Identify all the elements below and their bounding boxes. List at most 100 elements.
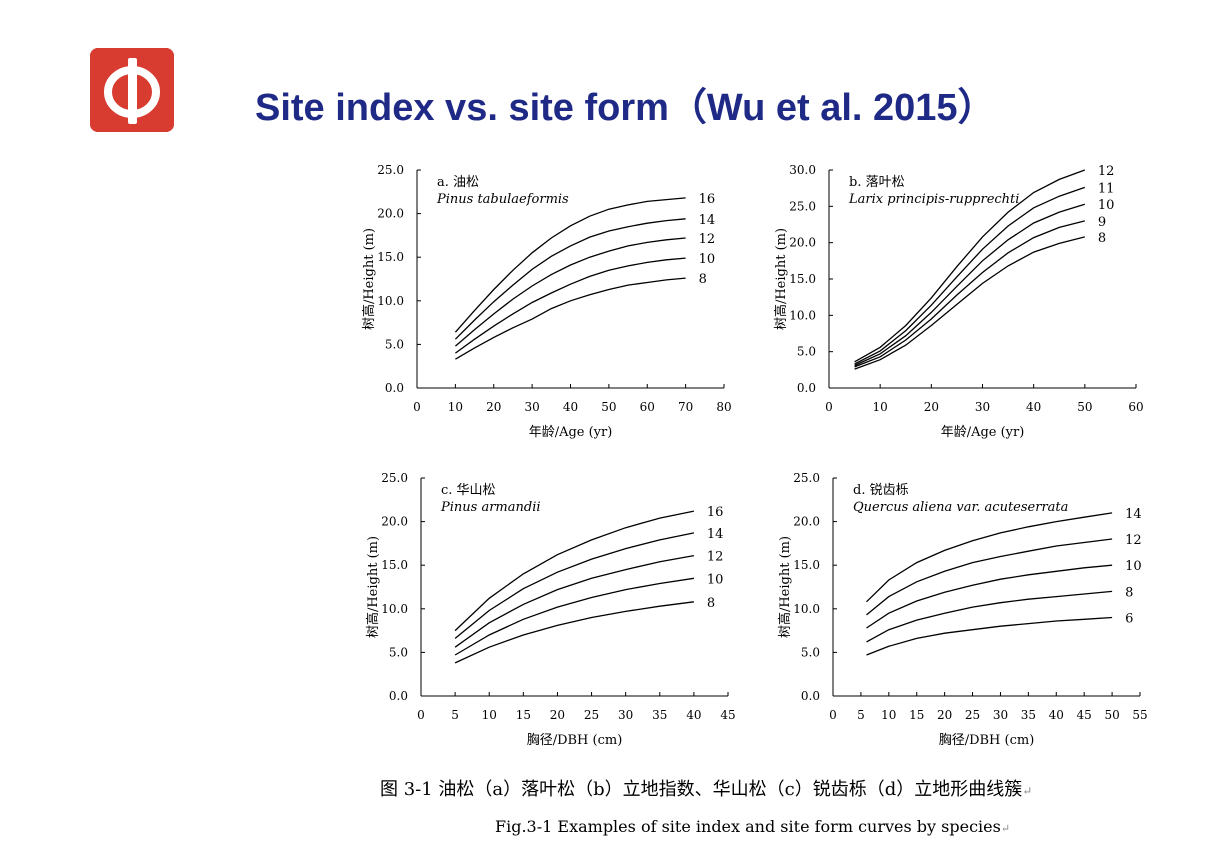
series-line-10 <box>455 257 686 354</box>
x-tick-label: 60 <box>640 400 655 414</box>
y-tick-label: 25.0 <box>377 163 404 177</box>
chart-c: 0.0 5.0 10.0 15.0 20.0 25.0 0 5 10 15 20 25 30 35 40 45… <box>365 471 736 748</box>
y-tick-label: 0.0 <box>801 689 820 703</box>
chart-panel-d: 0.0 5.0 10.0 15.0 20.0 25.0 0 5 10 15 20 25 30 35 40 45… <box>761 466 1161 756</box>
y-axis-label: 树高/Height (m) <box>361 228 377 330</box>
y-tick-label: 15.0 <box>381 558 408 572</box>
x-tick-label: 0 <box>825 400 833 414</box>
paragraph-mark: ↵ <box>1000 822 1011 835</box>
series-line-12 <box>854 169 1086 363</box>
caption-en-text: Fig.3-1 Examples of site index and site … <box>495 817 1001 836</box>
series-label: 14 <box>1125 507 1142 522</box>
slide-title: Site index vs. site form（Wu et al. 2015） <box>255 87 996 129</box>
series-line-14 <box>866 512 1113 603</box>
x-tick-label: 40 <box>1026 400 1041 414</box>
x-axis-label: 胸径/DBH (cm) <box>527 733 623 748</box>
chart-panel-c: 0.0 5.0 10.0 15.0 20.0 25.0 0 5 10 15 20 25 30 35 40 45… <box>349 466 749 756</box>
series-label: 8 <box>1098 231 1106 246</box>
x-tick-label: 20 <box>937 708 952 722</box>
series-label: 10 <box>1125 559 1142 574</box>
series-line-10 <box>866 564 1113 629</box>
species-name: Larix principis-rupprechti <box>848 192 1019 207</box>
series-label: 14 <box>699 213 716 228</box>
series-line-16 <box>454 197 686 333</box>
y-tick-label: 25.0 <box>381 471 408 485</box>
y-tick-label: 15.0 <box>793 558 820 572</box>
phi-logo-icon <box>90 48 174 132</box>
x-tick-label: 5 <box>451 708 459 722</box>
x-tick-label: 10 <box>482 708 497 722</box>
series-label: 16 <box>699 192 716 207</box>
y-tick-label: 0.0 <box>797 381 816 395</box>
series-line-16 <box>454 510 695 632</box>
series-line-11 <box>854 186 1086 365</box>
x-tick-label: 30 <box>524 400 539 414</box>
y-tick-label: 10.0 <box>381 602 408 616</box>
series-label: 12 <box>707 550 724 565</box>
series-line-8 <box>454 601 694 664</box>
x-tick-label: 30 <box>993 708 1008 722</box>
x-axis-label: 年龄/Age (yr) <box>529 425 613 440</box>
series-label: 8 <box>1125 585 1133 600</box>
x-tick-label: 60 <box>1128 400 1143 414</box>
x-tick-label: 50 <box>601 400 616 414</box>
x-tick-label: 70 <box>678 400 693 414</box>
paragraph-mark: ↵ <box>1022 784 1033 798</box>
y-tick-label: 10.0 <box>377 294 404 308</box>
series-line-9 <box>854 220 1085 368</box>
series-label: 12 <box>699 232 716 247</box>
series-label: 8 <box>707 596 715 611</box>
panel-label: a. 油松 <box>437 175 479 190</box>
x-tick-label: 40 <box>1049 708 1064 722</box>
chart-d: 0.0 5.0 10.0 15.0 20.0 25.0 0 5 10 15 20 25 30 35 40 45… <box>777 471 1148 748</box>
x-tick-label: 30 <box>975 400 990 414</box>
y-tick-label: 20.0 <box>789 236 816 250</box>
x-tick-label: 10 <box>881 708 896 722</box>
x-tick-label: 80 <box>716 400 731 414</box>
x-axis-label: 年龄/Age (yr) <box>941 425 1025 440</box>
y-axis-label: 树高/Height (m) <box>777 536 793 638</box>
series-label: 11 <box>1098 181 1115 196</box>
x-tick-label: 45 <box>720 708 735 722</box>
x-tick-label: 15 <box>516 708 531 722</box>
x-tick-label: 0 <box>413 400 421 414</box>
figure-caption-chinese: 图 3-1 油松（a）落叶松（b）立地指数、华山松（c）锐齿栎（d）立地形曲线簇… <box>380 775 1032 801</box>
y-axis-label: 树高/Height (m) <box>365 536 381 638</box>
y-tick-label: 20.0 <box>793 515 820 529</box>
x-tick-label: 50 <box>1104 708 1119 722</box>
x-tick-label: 40 <box>686 708 701 722</box>
y-axis-label: 树高/Height (m) <box>773 228 789 330</box>
series-label: 6 <box>1125 612 1133 627</box>
species-name: Pinus tabulaeformis <box>436 192 569 207</box>
y-tick-label: 10.0 <box>793 602 820 616</box>
x-tick-label: 20 <box>550 708 565 722</box>
series-label: 16 <box>707 505 724 520</box>
x-tick-label: 35 <box>1021 708 1036 722</box>
chart-panel-a: 0.0 5.0 10.0 15.0 20.0 25.0 0 10 20 30 40 50 60 70 80 年… <box>345 158 745 448</box>
panel-label: b. 落叶松 <box>849 175 905 190</box>
series-label: 9 <box>1098 215 1106 230</box>
series-label: 12 <box>1125 533 1142 548</box>
chart-b: 0.0 5.0 10.0 15.0 20.0 25.0 30.0 0 10 20 30 40 50 60 年… <box>773 163 1144 440</box>
series-line-12 <box>454 237 686 347</box>
x-tick-label: 25 <box>965 708 980 722</box>
y-tick-label: 30.0 <box>789 163 816 177</box>
y-tick-label: 5.0 <box>389 645 408 659</box>
y-tick-label: 5.0 <box>797 345 816 359</box>
y-tick-label: 5.0 <box>801 645 820 659</box>
chart-panel-b: 0.0 5.0 10.0 15.0 20.0 25.0 30.0 0 10 20 30 40 50 60 年… <box>757 158 1157 448</box>
x-tick-label: 20 <box>486 400 501 414</box>
series-label: 10 <box>1098 198 1115 213</box>
x-tick-label: 30 <box>618 708 633 722</box>
chart-a: 0.0 5.0 10.0 15.0 20.0 25.0 0 10 20 30 40 50 60 70 80 年… <box>361 163 732 440</box>
x-tick-label: 0 <box>417 708 425 722</box>
y-tick-label: 5.0 <box>385 337 404 351</box>
y-tick-label: 25.0 <box>793 471 820 485</box>
figure-caption-english: Fig.3-1 Examples of site index and site … <box>495 817 1010 836</box>
series-line-12 <box>454 554 695 648</box>
series-line-14 <box>454 218 686 340</box>
y-tick-label: 20.0 <box>377 207 404 221</box>
species-name: Quercus aliena var. acuteserrata <box>853 500 1068 515</box>
x-tick-label: 0 <box>829 708 837 722</box>
series-line-10 <box>854 203 1085 367</box>
